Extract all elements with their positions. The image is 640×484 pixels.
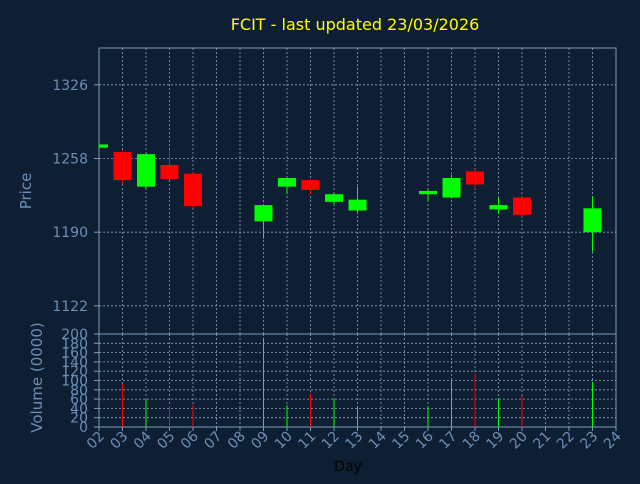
x-tick-label: 12: [319, 429, 343, 453]
volume-tick-label: 200: [61, 327, 88, 343]
candle-up: [419, 191, 437, 195]
price-tick-label: 1190: [52, 225, 88, 241]
candle-down: [160, 165, 179, 180]
volume-tick-label: 100: [61, 374, 88, 390]
x-tick-label: 24: [601, 428, 625, 452]
volume-tick-label: 40: [70, 401, 88, 417]
x-tick-label: 14: [366, 428, 390, 452]
candle-up: [254, 205, 273, 222]
volume-tick-label: 160: [61, 346, 88, 362]
x-tick-label: 15: [389, 429, 413, 453]
x-tick-label: 09: [248, 429, 272, 453]
x-tick-label: 22: [554, 429, 578, 453]
candle-up: [278, 178, 296, 187]
candle-down: [301, 180, 320, 190]
x-tick-label: 21: [530, 429, 554, 453]
candle-up: [489, 205, 508, 210]
x-tick-label: 04: [131, 428, 155, 452]
x-axis-label: Day: [334, 459, 362, 475]
x-tick-label: 10: [272, 429, 296, 453]
x-tick-label: 19: [483, 429, 507, 453]
x-tick-label: 17: [436, 429, 460, 453]
candle-up: [137, 154, 155, 187]
candle-up: [583, 208, 602, 233]
price-axis-label: Price: [17, 173, 35, 210]
candle-down: [513, 197, 531, 215]
chart-title: FCIT - last updated 23/03/2026: [231, 15, 480, 34]
candle-up: [348, 199, 367, 211]
price-tick-label: 1122: [52, 299, 88, 315]
x-tick-label: 13: [342, 429, 366, 453]
volume-tick-label: 0: [79, 420, 88, 436]
candle-down: [184, 173, 202, 207]
volume-tick-label: 140: [61, 355, 88, 371]
x-tick-label: 06: [178, 428, 202, 452]
volume-tick-label: 20: [70, 411, 88, 427]
candle-up: [325, 194, 343, 202]
x-tick-label: 08: [225, 429, 249, 453]
candle-up: [442, 178, 461, 198]
volume-tick-label: 80: [70, 383, 88, 399]
x-tick-label: 11: [295, 429, 319, 453]
candle-down: [113, 152, 132, 181]
x-tick-label: 23: [577, 429, 601, 453]
volume-tick-label: 120: [61, 364, 88, 380]
volume-tick-label: 180: [61, 336, 88, 352]
x-tick-label: 07: [201, 429, 225, 453]
candle-down: [466, 171, 484, 185]
volume-axis-label: Volume (0000): [28, 322, 46, 432]
x-tick-label: 05: [154, 429, 178, 453]
x-tick-labels: 02 03 04 05 06 07 08 09 10 11 12 13 14 15 16 17 18 19 20 21…: [84, 427, 625, 452]
candle-up: [99, 144, 108, 148]
x-tick-label: 16: [413, 428, 437, 452]
volume-tick-label: 60: [70, 392, 88, 408]
x-tick-label: 03: [107, 429, 131, 453]
price-tick-label: 1258: [52, 152, 88, 168]
price-panel: 1122 1190 1258 1326: [52, 47, 617, 335]
x-tick-label: 18: [460, 429, 484, 453]
price-tick-label: 1326: [52, 78, 88, 94]
x-tick-label: 20: [507, 429, 531, 453]
